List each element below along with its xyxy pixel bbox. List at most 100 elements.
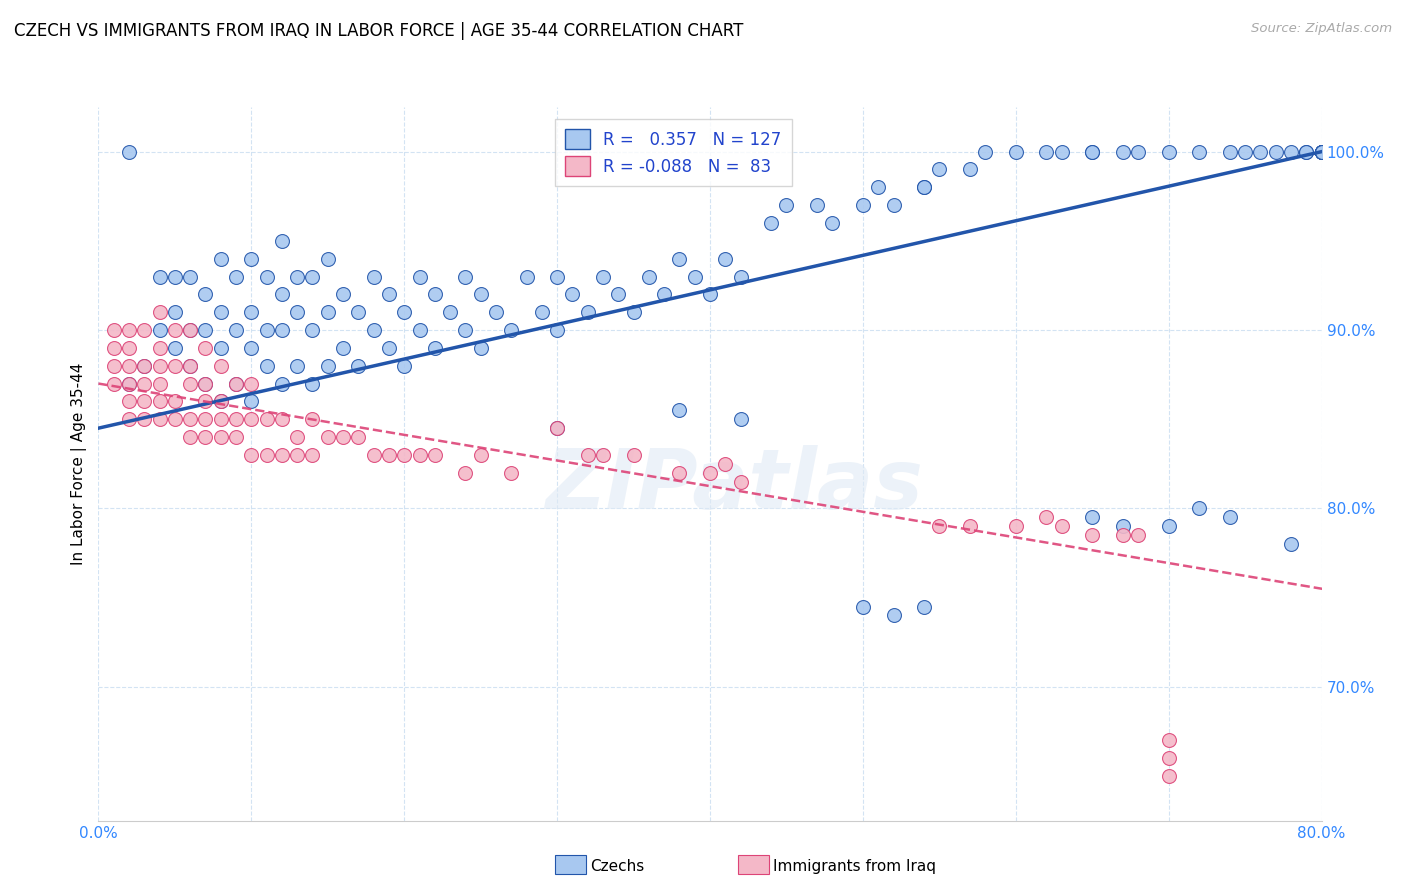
- Point: [225, 430, 247, 444]
- Point: [256, 359, 278, 373]
- Point: [1310, 145, 1333, 159]
- Point: [868, 180, 890, 194]
- Point: [454, 466, 477, 480]
- Point: [775, 198, 797, 212]
- Point: [1157, 145, 1180, 159]
- Point: [179, 323, 201, 337]
- Point: [501, 466, 523, 480]
- Point: [1157, 519, 1180, 533]
- Point: [316, 305, 339, 319]
- Point: [1004, 519, 1026, 533]
- Point: [256, 323, 278, 337]
- Point: [209, 359, 232, 373]
- Point: [332, 287, 354, 301]
- Point: [209, 305, 232, 319]
- Point: [163, 269, 186, 284]
- Text: CZECH VS IMMIGRANTS FROM IRAQ IN LABOR FORCE | AGE 35-44 CORRELATION CHART: CZECH VS IMMIGRANTS FROM IRAQ IN LABOR F…: [14, 22, 744, 40]
- Point: [194, 323, 217, 337]
- Point: [301, 269, 323, 284]
- Point: [1157, 733, 1180, 747]
- Point: [1112, 145, 1135, 159]
- Point: [285, 269, 308, 284]
- Point: [118, 376, 141, 391]
- Point: [194, 341, 217, 355]
- Point: [118, 394, 141, 409]
- Point: [730, 412, 752, 426]
- Point: [546, 323, 568, 337]
- Point: [592, 269, 614, 284]
- Point: [194, 376, 217, 391]
- Point: [134, 359, 156, 373]
- Point: [301, 323, 323, 337]
- Point: [821, 216, 844, 230]
- Point: [316, 359, 339, 373]
- Point: [423, 448, 446, 462]
- Point: [363, 448, 385, 462]
- Point: [912, 180, 935, 194]
- Point: [1157, 769, 1180, 783]
- Point: [134, 376, 156, 391]
- Point: [852, 198, 875, 212]
- Point: [668, 252, 690, 266]
- Point: [576, 448, 599, 462]
- Point: [623, 448, 645, 462]
- Point: [546, 421, 568, 435]
- Point: [1112, 528, 1135, 542]
- Point: [256, 269, 278, 284]
- Point: [209, 412, 232, 426]
- Point: [1295, 145, 1317, 159]
- Point: [149, 269, 172, 284]
- Point: [1004, 145, 1026, 159]
- Point: [240, 305, 263, 319]
- Point: [730, 269, 752, 284]
- Point: [240, 448, 263, 462]
- Point: [163, 305, 186, 319]
- Point: [103, 323, 125, 337]
- Point: [225, 376, 247, 391]
- Point: [1310, 145, 1333, 159]
- Point: [546, 421, 568, 435]
- Point: [439, 305, 461, 319]
- Point: [270, 287, 292, 301]
- Point: [332, 341, 354, 355]
- Point: [347, 359, 370, 373]
- Point: [516, 269, 538, 284]
- Point: [912, 180, 935, 194]
- Point: [959, 162, 981, 177]
- Point: [1249, 145, 1271, 159]
- Point: [194, 430, 217, 444]
- Point: [1050, 145, 1073, 159]
- Point: [1279, 537, 1302, 551]
- Point: [470, 341, 492, 355]
- Point: [179, 430, 201, 444]
- Point: [118, 376, 141, 391]
- Point: [959, 519, 981, 533]
- Point: [714, 252, 737, 266]
- Point: [1112, 519, 1135, 533]
- Point: [1310, 145, 1333, 159]
- Point: [163, 341, 186, 355]
- Point: [1310, 145, 1333, 159]
- Point: [576, 305, 599, 319]
- Point: [194, 394, 217, 409]
- Point: [194, 412, 217, 426]
- Point: [225, 412, 247, 426]
- Point: [699, 287, 721, 301]
- Point: [163, 394, 186, 409]
- Point: [285, 448, 308, 462]
- Point: [1264, 145, 1286, 159]
- Point: [1310, 145, 1333, 159]
- Point: [607, 287, 630, 301]
- Point: [1157, 751, 1180, 765]
- Point: [179, 376, 201, 391]
- Point: [163, 412, 186, 426]
- Point: [1295, 145, 1317, 159]
- Point: [270, 412, 292, 426]
- Point: [103, 376, 125, 391]
- Point: [546, 269, 568, 284]
- Point: [1128, 528, 1150, 542]
- Point: [423, 341, 446, 355]
- Point: [668, 466, 690, 480]
- Point: [392, 305, 416, 319]
- Point: [1310, 145, 1333, 159]
